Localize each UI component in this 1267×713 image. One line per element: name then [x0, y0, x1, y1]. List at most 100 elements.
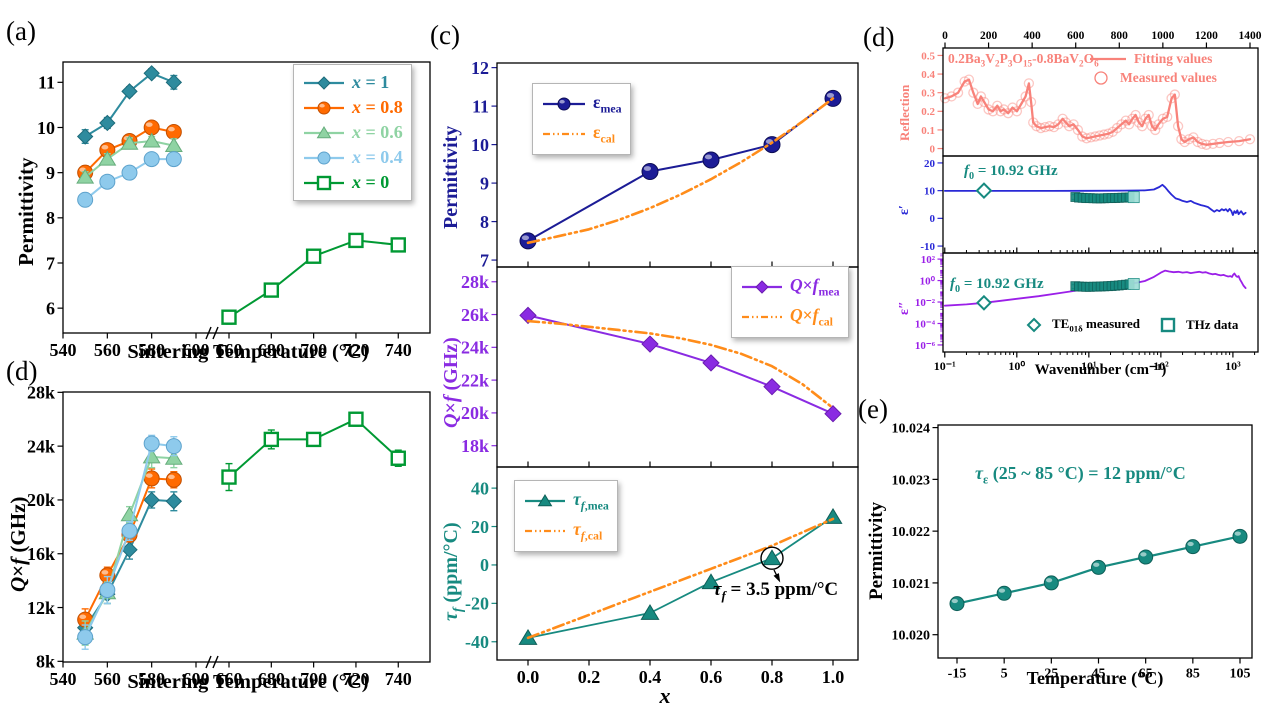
panel-label-a: (a)	[6, 16, 36, 46]
legend-c-permittivity: εmea εcal	[532, 83, 631, 155]
legend-panel-a: x = 1 x = 0.8 x = 0.6 x = 0.4 x = 0	[293, 64, 412, 201]
panel-label-e: (e)	[858, 394, 888, 424]
svg-text:10⁰: 10⁰	[1008, 359, 1025, 373]
tau-eps-annotation: τε (25 ~ 85 °C) = 12 ppm/°C	[975, 463, 1186, 487]
square-swatch-icon	[1156, 316, 1180, 334]
legend-item-x1: x = 1	[302, 70, 403, 95]
svg-text:105: 105	[1230, 666, 1251, 681]
diamond-swatch-icon	[302, 74, 346, 92]
legend-label: x = 1	[352, 72, 390, 92]
svg-text:10: 10	[37, 118, 55, 138]
axis-label-a-x: Sintering Temperature (°C)	[127, 341, 369, 363]
legend-item-eps-mea: εmea	[541, 89, 622, 119]
axis-label-c-qf: Q×f (GHz)	[440, 337, 462, 428]
svg-text:20k: 20k	[461, 403, 489, 423]
legend-label: THz data	[1185, 317, 1239, 332]
svg-text:0.6: 0.6	[700, 667, 723, 687]
legend-eps-imag: TE01δ measured THz data	[1022, 316, 1238, 334]
svg-text:65: 65	[1139, 666, 1153, 681]
svg-text:700: 700	[300, 340, 327, 360]
svg-text:45: 45	[1092, 666, 1106, 681]
svg-text:20k: 20k	[27, 490, 55, 510]
legend-label: εmea	[593, 91, 622, 116]
svg-text:10¹: 10¹	[1081, 359, 1097, 373]
svg-text:10⁻²: 10⁻²	[915, 297, 936, 309]
legend-label: Q×fmea	[790, 274, 840, 299]
legend-label: τf,cal	[573, 518, 603, 543]
svg-text:10.023: 10.023	[892, 473, 931, 488]
legend-item-x0: x = 0	[302, 170, 403, 195]
triangle-swatch-icon	[302, 124, 346, 142]
svg-text:580: 580	[138, 340, 165, 360]
legend-label: τf,mea	[573, 488, 609, 513]
axis-label-e-y: Permittivity	[866, 501, 887, 600]
svg-text:10.022: 10.022	[892, 525, 931, 540]
f0-annotation-eps-real: f0 = 10.92 GHz	[964, 163, 1058, 182]
svg-text:85: 85	[1186, 666, 1200, 681]
svg-text:740: 740	[385, 669, 412, 689]
svg-text:1.0: 1.0	[822, 667, 845, 687]
legend-item-x08: x = 0.8	[302, 95, 403, 120]
legend-item-qf-cal: Q×fcal	[740, 302, 840, 332]
svg-text:6: 6	[46, 298, 55, 318]
svg-text:7: 7	[46, 253, 55, 273]
sphere-swatch-icon	[541, 95, 587, 113]
svg-text:0.5: 0.5	[921, 50, 935, 62]
svg-text:24k: 24k	[27, 436, 55, 456]
svg-text:660: 660	[216, 340, 243, 360]
svg-text:10³: 10³	[1225, 359, 1241, 373]
svg-text:0: 0	[480, 555, 489, 575]
svg-text:560: 560	[94, 340, 121, 360]
svg-text:680: 680	[258, 340, 285, 360]
svg-text:600: 600	[1067, 30, 1085, 42]
svg-text:0.2: 0.2	[921, 106, 935, 118]
svg-text:5: 5	[1001, 666, 1008, 681]
svg-text:740: 740	[385, 340, 412, 360]
dash-line-swatch-icon	[523, 522, 567, 540]
circle-swatch-icon	[302, 149, 346, 167]
diamond-swatch-icon	[740, 278, 784, 296]
legend-item-tauf-cal: τf,cal	[523, 516, 609, 546]
axis-label-reflection-y: Reflection	[897, 84, 912, 141]
svg-text:8: 8	[480, 212, 489, 232]
svg-text:0.8: 0.8	[761, 667, 784, 687]
svg-text:10.020: 10.020	[892, 629, 931, 644]
svg-text:0: 0	[930, 213, 936, 225]
svg-text:1200: 1200	[1195, 30, 1218, 42]
legend-item-te-measured: TE01δ measured	[1022, 316, 1140, 334]
svg-text:9: 9	[480, 173, 489, 193]
svg-text:0: 0	[930, 143, 936, 155]
svg-text:10: 10	[924, 185, 936, 197]
svg-text:680: 680	[258, 669, 285, 689]
svg-text:22k: 22k	[461, 370, 489, 390]
svg-text:-15: -15	[948, 666, 967, 681]
svg-text:20: 20	[924, 158, 936, 170]
legend-label: x = 0.6	[352, 122, 403, 142]
svg-text:28k: 28k	[27, 383, 55, 403]
axis-label-wavenumber-x: Wavenumber (cm⁻¹)	[1034, 362, 1167, 378]
svg-text:7: 7	[480, 250, 489, 270]
svg-text:720: 720	[342, 340, 369, 360]
svg-text:600: 600	[183, 669, 210, 689]
svg-text:540: 540	[50, 340, 77, 360]
svg-text:10²: 10²	[1153, 359, 1169, 373]
dash-line-swatch-icon	[541, 125, 587, 143]
legend-label: x = 0.4	[352, 147, 403, 167]
legend-label: Fitting values	[1134, 50, 1213, 66]
svg-text:0.4: 0.4	[921, 69, 935, 81]
legend-c-qf: Q×fmea Q×fcal	[731, 266, 849, 338]
square-swatch-icon	[302, 174, 346, 192]
svg-text:26k: 26k	[461, 305, 489, 325]
svg-text:9: 9	[46, 163, 55, 183]
svg-text:12: 12	[471, 58, 489, 78]
svg-text:20: 20	[471, 517, 489, 537]
svg-text:540: 540	[50, 669, 77, 689]
svg-text:-20: -20	[465, 594, 489, 614]
svg-text:8: 8	[46, 208, 55, 228]
legend-label: Q×fcal	[790, 304, 833, 329]
svg-text:200: 200	[980, 30, 998, 42]
svg-text:580: 580	[138, 669, 165, 689]
svg-text:10⁻¹: 10⁻¹	[934, 359, 956, 373]
legend-item-thz-data: THz data	[1156, 316, 1238, 334]
